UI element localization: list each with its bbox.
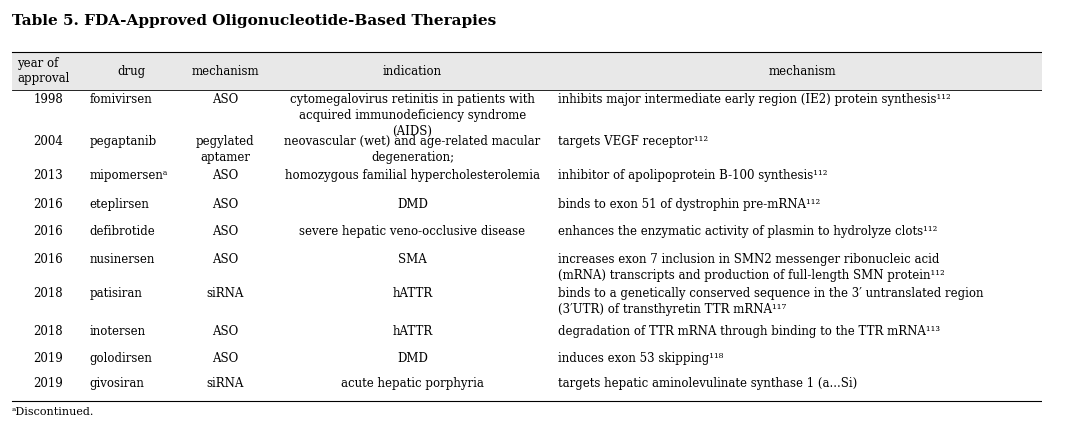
Text: SMA: SMA [399,253,427,266]
Text: cytomegalovirus retinitis in patients with
acquired immunodeficiency syndrome
(A: cytomegalovirus retinitis in patients wi… [291,93,535,138]
Text: siRNA: siRNA [206,377,244,390]
Text: increases exon 7 inclusion in SMN2 messenger ribonucleic acid
(mRNA) transcripts: increases exon 7 inclusion in SMN2 messe… [558,253,945,282]
Text: nusinersen: nusinersen [90,253,156,266]
FancyBboxPatch shape [12,52,1053,89]
Text: 2019: 2019 [33,352,63,366]
Text: siRNA: siRNA [206,287,244,300]
Text: binds to exon 51 of dystrophin pre-mRNA¹¹²: binds to exon 51 of dystrophin pre-mRNA¹… [558,198,821,211]
Text: ᵃDiscontinued.: ᵃDiscontinued. [12,407,94,417]
Text: inhibitor of apolipoprotein B-100 synthesis¹¹²: inhibitor of apolipoprotein B-100 synthe… [558,169,827,182]
Text: 2013: 2013 [33,169,63,182]
Text: 2016: 2016 [33,226,63,238]
Text: ASO: ASO [212,352,239,366]
Text: givosiran: givosiran [90,377,145,390]
Text: ASO: ASO [212,169,239,182]
Text: ASO: ASO [212,325,239,338]
Text: mipomersenᵃ: mipomersenᵃ [90,169,168,182]
Text: ASO: ASO [212,226,239,238]
Text: 2016: 2016 [33,198,63,211]
Text: defibrotide: defibrotide [90,226,156,238]
Text: mechanism: mechanism [191,65,259,77]
Text: fomivirsen: fomivirsen [90,93,152,106]
Text: ASO: ASO [212,253,239,266]
Text: golodirsen: golodirsen [90,352,152,366]
Text: mechanism: mechanism [769,65,837,77]
Text: degradation of TTR mRNA through binding to the TTR mRNA¹¹³: degradation of TTR mRNA through binding … [558,325,941,338]
Text: DMD: DMD [397,198,428,211]
Text: 2018: 2018 [33,325,63,338]
Text: homozygous familial hypercholesterolemia: homozygous familial hypercholesterolemia [285,169,540,182]
Text: inhibits major intermediate early region (IE2) protein synthesis¹¹²: inhibits major intermediate early region… [558,93,951,106]
Text: 2016: 2016 [33,253,63,266]
Text: targets hepatic aminolevulinate synthase 1 (a...Si): targets hepatic aminolevulinate synthase… [558,377,858,390]
Text: DMD: DMD [397,352,428,366]
Text: enhances the enzymatic activity of plasmin to hydrolyze clots¹¹²: enhances the enzymatic activity of plasm… [558,226,937,238]
Text: 2004: 2004 [33,135,63,148]
Text: patisiran: patisiran [90,287,143,300]
Text: pegaptanib: pegaptanib [90,135,157,148]
Text: 2019: 2019 [33,377,63,390]
Text: eteplirsen: eteplirsen [90,198,150,211]
Text: acute hepatic porphyria: acute hepatic porphyria [341,377,484,390]
Text: indication: indication [383,65,442,77]
Text: drug: drug [118,65,146,77]
Text: hATTR: hATTR [392,325,433,338]
Text: pegylated
aptamer: pegylated aptamer [195,135,255,164]
Text: 1998: 1998 [33,93,63,106]
Text: ASO: ASO [212,93,239,106]
Text: hATTR: hATTR [392,287,433,300]
Text: 2018: 2018 [33,287,63,300]
Text: inotersen: inotersen [90,325,146,338]
Text: severe hepatic veno-occlusive disease: severe hepatic veno-occlusive disease [299,226,526,238]
Text: ASO: ASO [212,198,239,211]
Text: targets VEGF receptor¹¹²: targets VEGF receptor¹¹² [558,135,708,148]
Text: induces exon 53 skipping¹¹⁸: induces exon 53 skipping¹¹⁸ [558,352,724,366]
Text: Table 5. FDA-Approved Oligonucleotide-Based Therapies: Table 5. FDA-Approved Oligonucleotide-Ba… [12,14,496,28]
Text: binds to a genetically conserved sequence in the 3′ untranslated region
(3′UTR) : binds to a genetically conserved sequenc… [558,287,984,315]
Text: year of
approval: year of approval [17,57,69,85]
Text: neovascular (wet) and age-related macular
degeneration;: neovascular (wet) and age-related macula… [284,135,541,164]
